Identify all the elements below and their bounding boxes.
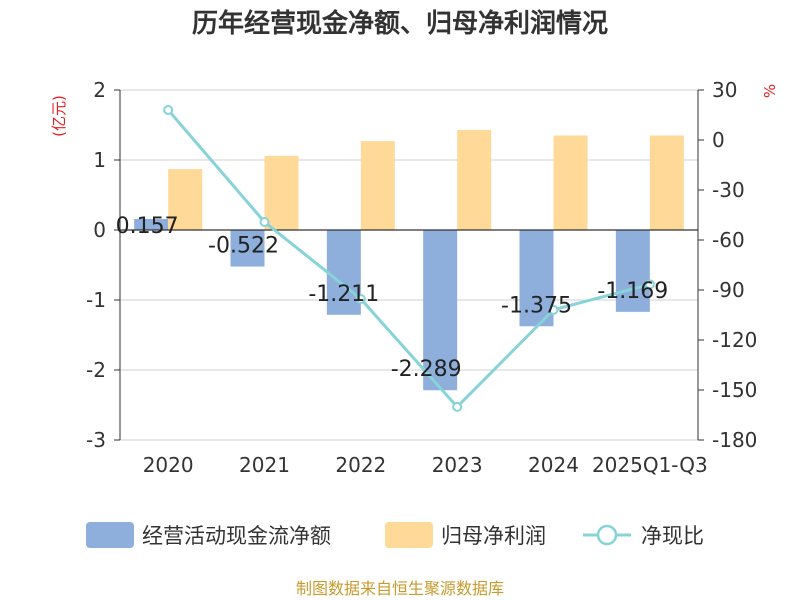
legend-marker-ratio: [596, 524, 618, 546]
ratio-point: [548, 304, 559, 315]
bar-cashflow: [519, 230, 554, 327]
grid: [120, 89, 698, 441]
bars: [134, 129, 684, 391]
chart-title: 历年经营现金净额、归母净利润情况: [192, 8, 608, 39]
right-axis-unit: %: [761, 84, 779, 98]
x-tick-label: 2023: [432, 453, 483, 477]
bar-cashflow: [134, 219, 169, 230]
left-axis-unit: (亿元): [50, 95, 68, 137]
bar-net-profit: [553, 135, 588, 230]
bar-cashflow: [326, 230, 361, 315]
ratio-point: [452, 401, 463, 412]
right-tick-label: -30: [712, 178, 745, 202]
left-tick-label: -1: [86, 288, 106, 312]
ratio-line: [163, 105, 655, 412]
cashflow-data-label: -1.375: [501, 293, 572, 318]
ratio-point: [644, 279, 655, 290]
left-tick-label: 0: [93, 218, 106, 242]
bar-net-profit: [457, 129, 492, 230]
cashflow-data-label: 0.157: [116, 214, 179, 239]
bar-net-profit: [360, 141, 395, 230]
right-tick-label: -120: [712, 328, 757, 352]
x-tick-label: 2024: [528, 453, 579, 477]
left-tick-label: 2: [93, 78, 106, 102]
ratio-line-path: [167, 109, 651, 410]
right-tick-label: -90: [712, 278, 745, 302]
bar-net-profit: [168, 169, 203, 230]
cashflow-data-label: -1.211: [308, 282, 379, 307]
ratio-point: [259, 217, 270, 227]
legend-swatch-net-profit: [385, 522, 433, 548]
legend-swatch-cashflow: [86, 522, 134, 548]
bar-net-profit: [264, 155, 299, 230]
axes: 2 1 0 -1 -2 -3 30 0 -30 -60 -90 -120 -150 -180 2020 202…: [86, 78, 757, 477]
ratio-point: [355, 294, 366, 304]
cashflow-data-label: -0.522: [208, 234, 279, 259]
bar-cashflow: [615, 230, 650, 312]
ratio-point: [163, 105, 174, 115]
x-tick-label: 2020: [143, 453, 194, 477]
right-tick-label: -60: [712, 228, 745, 252]
legend: 经营活动现金流净额 归母净利润 净现比: [86, 522, 704, 548]
data-labels: 0.157 -0.522 -1.211 -2.289 -1.375 -1.169: [116, 214, 669, 382]
left-tick-label: 1: [93, 148, 106, 172]
legend-label-ratio: 净现比: [641, 524, 704, 548]
x-tick-label: 2021: [239, 453, 290, 477]
right-tick-label: 0: [712, 128, 725, 152]
x-tick-label: 2025Q1-Q3: [592, 453, 708, 477]
right-tick-label: -150: [712, 378, 757, 402]
right-tick-label: 30: [712, 78, 737, 102]
legend-label-cashflow: 经营活动现金流净额: [142, 524, 331, 548]
left-tick-label: -3: [86, 428, 106, 452]
cashflow-data-label: -1.169: [597, 279, 668, 304]
bar-cashflow: [230, 230, 265, 267]
x-tick-label: 2022: [335, 453, 386, 477]
source-note: 制图数据来自恒生聚源数据库: [296, 579, 504, 598]
legend-label-net-profit: 归母净利润: [441, 524, 546, 548]
left-tick-label: -2: [86, 358, 106, 382]
right-tick-label: -180: [712, 428, 757, 452]
bar-cashflow: [423, 230, 458, 391]
cashflow-data-label: -2.289: [391, 357, 462, 382]
bar-net-profit: [649, 135, 684, 230]
